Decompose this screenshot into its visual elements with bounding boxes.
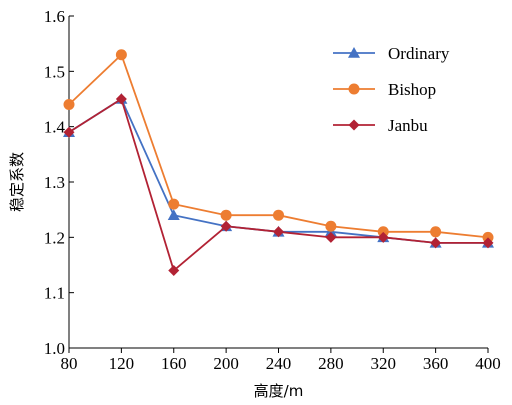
x-tick-label: 280 [318, 354, 344, 373]
data-point-janbu [430, 237, 442, 249]
data-point-bishop [115, 49, 127, 61]
data-point-bishop [220, 209, 232, 221]
x-axis-label: 高度/m [254, 382, 304, 400]
data-point-janbu [63, 126, 75, 138]
x-axis-ticks: 80 120 160 200 240 280 320 360 400 [61, 348, 501, 373]
data-point-bishop [325, 220, 337, 232]
y-axis-ticks: 1.0 1.1 1.2 1.3 1.4 1.5 1.6 [44, 7, 74, 358]
x-tick-label: 320 [371, 354, 397, 373]
y-tick-label: 1.3 [44, 173, 65, 192]
x-tick-label: 120 [109, 354, 135, 373]
legend-marker-janbu [348, 119, 360, 131]
legend-item-ordinary: Ordinary [333, 44, 450, 63]
y-tick-label: 1.4 [44, 118, 66, 137]
legend-marker-bishop [348, 83, 360, 95]
series-bishop [63, 49, 494, 243]
data-point-bishop [482, 231, 494, 243]
y-tick-label: 1.6 [44, 7, 65, 26]
data-point-bishop [430, 226, 442, 238]
series-ordinary [63, 93, 494, 248]
data-point-janbu [325, 231, 337, 243]
x-tick-label: 400 [475, 354, 501, 373]
data-point-bishop [168, 198, 180, 210]
y-tick-label: 1.0 [44, 339, 65, 358]
legend-item-bishop: Bishop [333, 80, 436, 99]
data-point-bishop [377, 226, 389, 238]
data-point-bishop [273, 209, 284, 221]
series-janbu [63, 93, 494, 277]
legend-label: Ordinary [388, 44, 450, 63]
legend-item-janbu: Janbu [333, 116, 428, 135]
data-point-janbu [273, 226, 284, 238]
data-point-bishop [63, 99, 75, 111]
y-tick-label: 1.2 [44, 228, 65, 247]
legend: Ordinary Bishop Janbu [333, 44, 450, 135]
y-tick-label: 1.5 [44, 62, 65, 81]
x-tick-label: 200 [213, 354, 239, 373]
y-tick-label: 1.1 [44, 284, 65, 303]
data-point-janbu [220, 220, 232, 232]
data-point-janbu [482, 237, 494, 249]
y-axis-label: 稳定系数 [8, 152, 26, 212]
legend-marker-ordinary [348, 47, 360, 58]
data-point-janbu [377, 231, 389, 243]
x-tick-label: 240 [266, 354, 292, 373]
legend-label: Janbu [388, 116, 428, 135]
data-point-ordinary [167, 209, 180, 220]
data-point-janbu [168, 265, 180, 277]
series-group [63, 49, 494, 277]
axes [68, 16, 488, 349]
x-tick-label: 360 [423, 354, 449, 373]
legend-label: Bishop [388, 80, 436, 99]
x-tick-label: 80 [61, 354, 78, 373]
x-tick-label: 160 [161, 354, 187, 373]
data-point-janbu [115, 93, 127, 105]
